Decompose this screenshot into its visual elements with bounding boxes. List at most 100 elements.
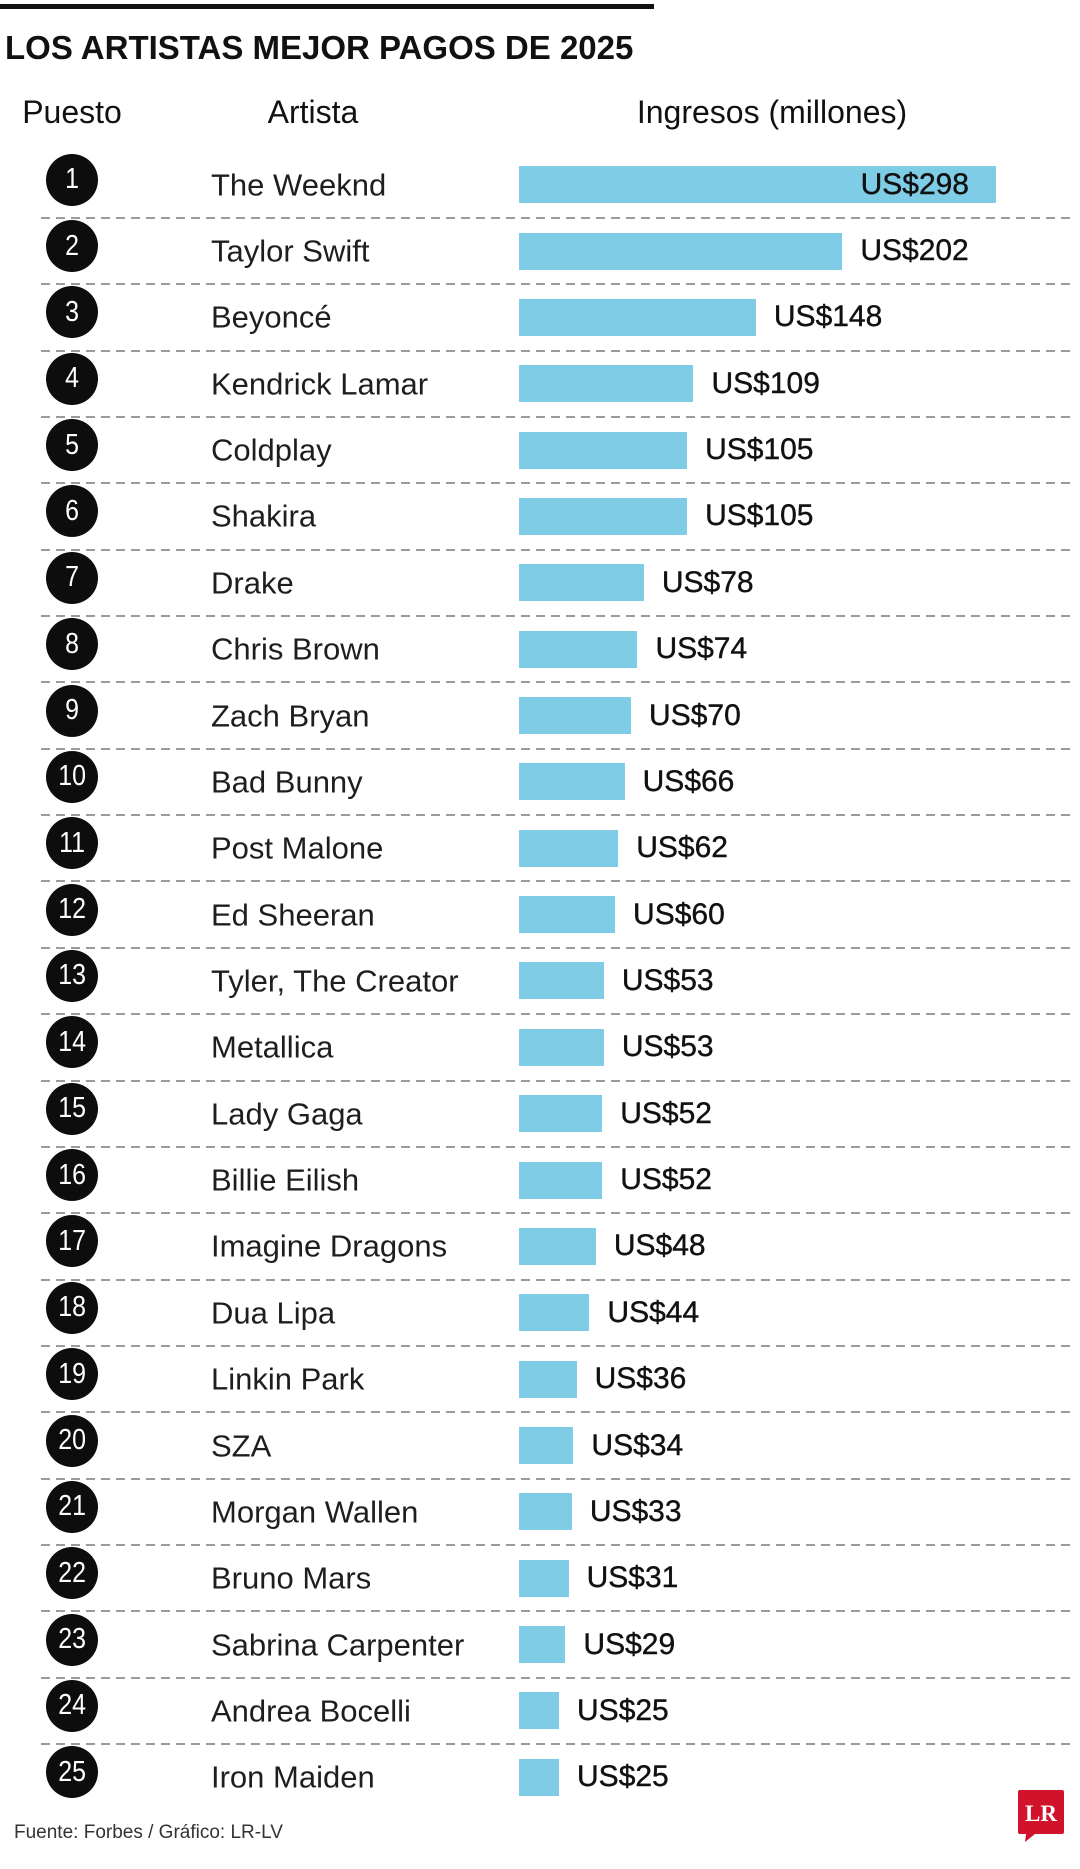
artist-name: Andrea Bocelli xyxy=(211,1693,411,1729)
top-rule xyxy=(0,4,654,9)
income-bar-24 xyxy=(519,1692,560,1730)
rank-badge: 8 xyxy=(46,618,98,671)
income-label-18: US$44 xyxy=(607,1295,700,1329)
row-separator xyxy=(41,1278,1072,1281)
row-separator xyxy=(41,615,1072,618)
artist-row: 10 Bad Bunny US$66 xyxy=(0,749,1080,817)
artist-name: Imagine Dragons xyxy=(211,1228,448,1264)
income-label-7: US$78 xyxy=(661,565,754,599)
artist-row: 21 Morgan Wallen US$33 xyxy=(0,1479,1080,1547)
income-bar-7 xyxy=(519,564,644,602)
income-label-10: US$66 xyxy=(642,764,735,798)
rank-number: 23 xyxy=(58,1623,86,1656)
row-separator xyxy=(41,1610,1072,1613)
artist-row: 8 Chris Brown US$74 xyxy=(0,616,1080,684)
row-separator xyxy=(41,1079,1072,1082)
artist-row: 20 SZA US$34 xyxy=(0,1412,1080,1480)
income-bar-12 xyxy=(519,896,616,934)
rank-badge: 20 xyxy=(46,1414,98,1467)
source-credit: Fuente: Forbes / Gráfico: LR-LV xyxy=(14,1822,283,1843)
row-separator xyxy=(41,1411,1072,1414)
rank-number: 17 xyxy=(58,1224,86,1257)
row-separator xyxy=(41,880,1072,883)
artist-name: Zach Bryan xyxy=(211,697,370,733)
row-separator xyxy=(41,946,1072,949)
income-label-17: US$48 xyxy=(613,1229,706,1263)
rank-number: 2 xyxy=(65,229,79,262)
artist-row: 7 Drake US$78 xyxy=(0,550,1080,618)
row-separator xyxy=(41,1743,1072,1746)
income-bar-21 xyxy=(519,1493,572,1531)
rank-badge: 2 xyxy=(46,220,98,273)
artist-name: Kendrick Lamar xyxy=(211,366,429,402)
logo-badge-shape xyxy=(1018,1790,1064,1842)
row-separator xyxy=(41,1477,1072,1480)
row-separator xyxy=(41,415,1072,418)
artist-row: 23 Sabrina Carpenter US$29 xyxy=(0,1611,1080,1679)
artist-name: Ed Sheeran xyxy=(211,897,375,933)
income-label-19: US$36 xyxy=(594,1362,687,1396)
artist-name: Drake xyxy=(211,565,294,601)
artist-name: The Weeknd xyxy=(211,167,387,203)
artist-name: Sabrina Carpenter xyxy=(211,1626,465,1662)
rank-badge: 18 xyxy=(46,1281,98,1334)
header-income: Ingresos (millones) xyxy=(636,94,908,130)
rank-number: 15 xyxy=(58,1092,86,1125)
rank-number: 20 xyxy=(58,1424,86,1456)
artist-row: 3 Beyoncé US$148 xyxy=(0,284,1080,352)
artist-name: Metallica xyxy=(211,1029,334,1065)
income-label-25: US$25 xyxy=(577,1760,669,1794)
rank-number: 10 xyxy=(58,760,86,793)
income-label-20: US$34 xyxy=(591,1428,684,1462)
artist-name: Coldplay xyxy=(211,432,332,468)
artist-row: 2 Taylor Swift US$202 xyxy=(0,218,1080,286)
income-bar-8 xyxy=(519,630,638,668)
rank-badge: 22 xyxy=(46,1547,98,1600)
artist-name: Shakira xyxy=(211,498,317,534)
row-separator xyxy=(41,349,1072,352)
income-bar-19 xyxy=(519,1360,577,1398)
income-label-13: US$53 xyxy=(621,963,714,997)
income-bar-3 xyxy=(519,298,756,336)
rank-number: 16 xyxy=(58,1158,86,1191)
income-bar-17 xyxy=(519,1227,596,1265)
rank-number: 6 xyxy=(65,494,79,527)
artist-row: 12 Ed Sheeran US$60 xyxy=(0,881,1080,949)
artist-row: 6 Shakira US$105 xyxy=(0,483,1080,551)
page-title: LOS ARTISTAS MEJOR PAGOS DE 2025 xyxy=(5,29,634,66)
artist-row: 4 Kendrick Lamar US$109 xyxy=(0,351,1080,418)
income-bar-6 xyxy=(519,497,688,535)
artist-name: Iron Maiden xyxy=(211,1759,375,1795)
rank-badge: 3 xyxy=(46,286,98,339)
chart-rows: 1 The Weeknd US$29 8 2 Taylor Swift US$202 3 Bey… xyxy=(0,152,1080,1811)
rank-number: 11 xyxy=(59,826,85,859)
income-bar-13 xyxy=(519,962,604,1000)
rank-badge: 9 xyxy=(46,684,98,737)
rank-number: 9 xyxy=(65,694,79,727)
artist-row: 17 Imagine Dragons US$48 xyxy=(0,1213,1080,1281)
rank-badge: 1 xyxy=(46,153,98,206)
rank-badge: 19 xyxy=(46,1348,98,1401)
rank-badge: 10 xyxy=(46,750,98,803)
income-bar-18 xyxy=(519,1294,590,1332)
income-label-22: US$31 xyxy=(586,1561,679,1595)
artist-row: 22 Bruno Mars US$31 xyxy=(0,1545,1080,1613)
header-artist: Artista xyxy=(267,94,359,130)
rank-number: 8 xyxy=(65,627,79,660)
income-label-16: US$52 xyxy=(620,1163,712,1197)
artist-row: 19 Linkin Park US$36 xyxy=(0,1346,1080,1414)
income-label-3: US$148 xyxy=(773,300,883,334)
income-label-21: US$33 xyxy=(589,1494,682,1528)
artist-name: Dua Lipa xyxy=(211,1295,336,1331)
income-label-4: US$109 xyxy=(711,366,820,400)
income-bar-2 xyxy=(519,232,843,270)
rank-badge: 7 xyxy=(46,551,98,604)
income-label-23: US$29 xyxy=(583,1627,676,1661)
rank-number: 21 xyxy=(58,1490,86,1523)
artist-name: Morgan Wallen xyxy=(211,1494,419,1530)
artist-row: 16 Billie Eilish US$52 xyxy=(0,1147,1080,1215)
row-separator xyxy=(41,1676,1072,1679)
rank-number: 5 xyxy=(65,428,79,461)
artist-row: 25 Iron Maiden US$25 xyxy=(0,1744,1080,1810)
rank-badge: 5 xyxy=(46,419,98,472)
